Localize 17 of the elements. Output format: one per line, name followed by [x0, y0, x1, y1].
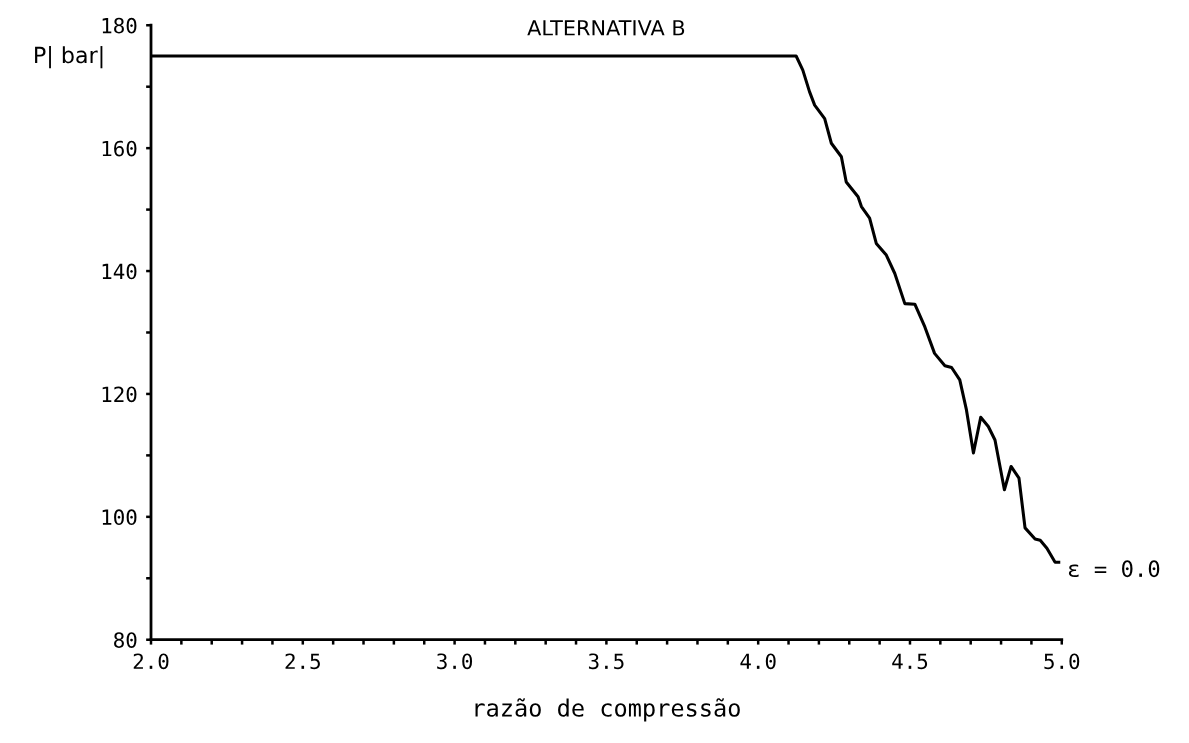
- x-tick-label: 3.0: [437, 653, 473, 670]
- annotation: ε = 0.0: [1068, 560, 1160, 578]
- x-tick-label: 3.5: [588, 653, 624, 670]
- y-tick-label: 80: [114, 632, 137, 648]
- x-axis-title: razão de compressão: [475, 698, 740, 722]
- y-tick-label: 160: [102, 140, 137, 157]
- y-tick-label: 140: [102, 263, 137, 280]
- y-tick-label: 100: [102, 509, 137, 526]
- y-axis-title: P| bar|: [35, 46, 103, 69]
- x-tick-label: 4.5: [892, 653, 928, 670]
- x-tick-label: 2.0: [133, 653, 169, 670]
- x-tick-label: 4.0: [740, 653, 776, 670]
- x-tick-label: 2.5: [285, 653, 320, 670]
- x-tick-label: 5.0: [1044, 653, 1080, 670]
- y-tick-label: 180: [102, 17, 137, 34]
- chart-title: ALTERNATIVA B: [527, 20, 685, 36]
- y-tick-label: 120: [102, 386, 137, 403]
